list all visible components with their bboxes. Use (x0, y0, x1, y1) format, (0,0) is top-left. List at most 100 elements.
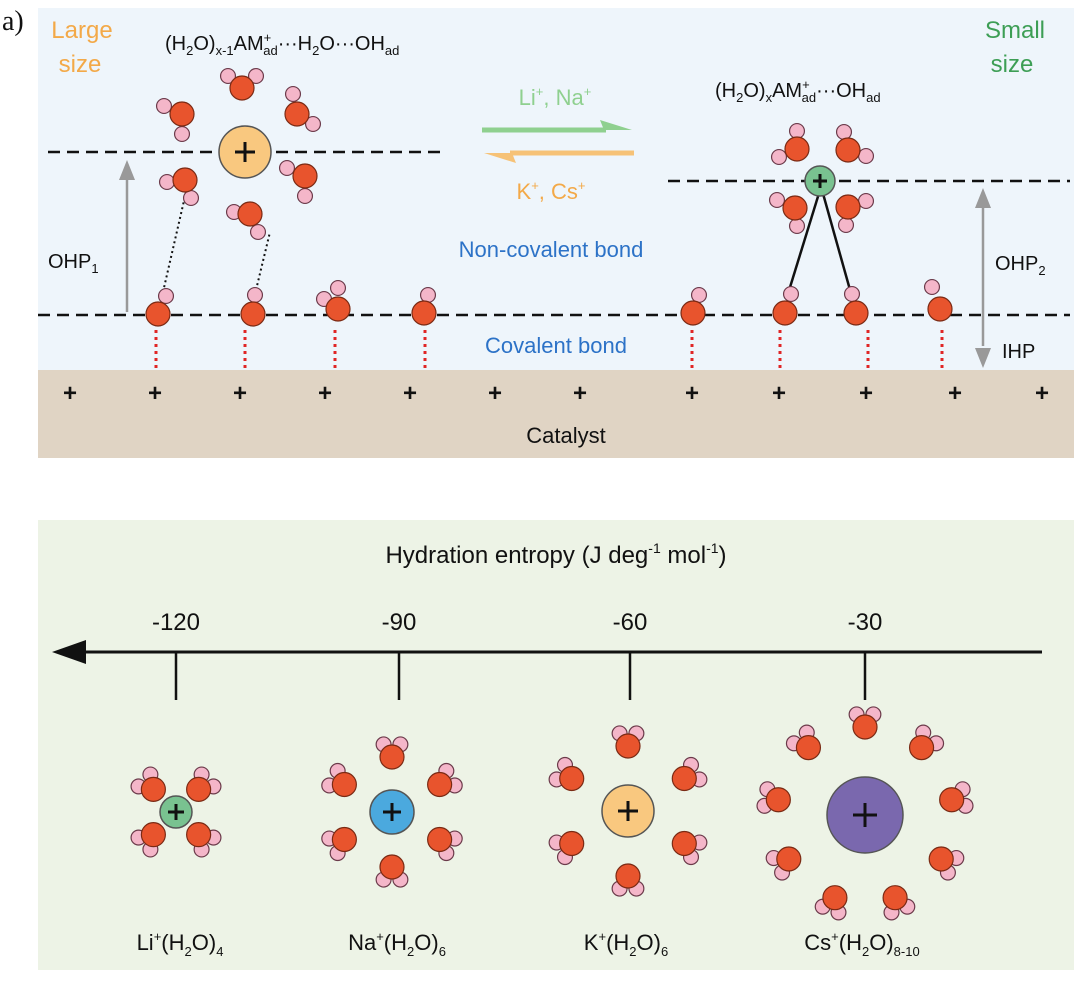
hydrogen-atom (690, 286, 708, 304)
large-size-label-2: size (59, 51, 102, 78)
adsorbed-oh (145, 287, 175, 327)
water-molecule (130, 822, 166, 858)
catalyst-charge: + (403, 380, 417, 407)
hydrated-ion-cluster (756, 706, 974, 921)
cation (369, 789, 415, 835)
panel-label: a) (2, 6, 24, 37)
water-molecule (186, 766, 222, 802)
ion-labels: Li+(H2O)4 Na+(H2O)6 K+(H2O)6 Cs+(H2O)8-10 (137, 929, 920, 959)
ohp2-label: OHP2 (995, 253, 1046, 278)
oxygen-atom (615, 863, 641, 889)
oxygen-atom (835, 137, 861, 163)
left-non-covalent-bond-1 (162, 191, 187, 293)
water-molecule (770, 122, 810, 166)
water-molecule (814, 885, 848, 921)
axis-tick-label: -30 (848, 609, 883, 636)
ion-label: K+(H2O)6 (584, 929, 668, 959)
oxygen-atom (379, 744, 405, 770)
oxygen-atom (237, 201, 263, 227)
hydrogen-atom (782, 285, 800, 303)
small-size-label-2: size (991, 51, 1034, 78)
water-molecule (671, 756, 708, 792)
hydrogen-atom (182, 189, 200, 207)
oxygen-atom (559, 765, 585, 792)
oxygen-atom (795, 734, 822, 761)
oxygen-atom (782, 195, 808, 221)
hydrogen-atom (770, 148, 788, 166)
catalyst-charge: + (233, 380, 247, 407)
hydrogen-atom (788, 122, 806, 140)
axis-tick-label: -60 (613, 609, 648, 636)
catalyst-label: Catalyst (526, 423, 605, 448)
small-cation (804, 165, 836, 197)
adsorbed-oh (240, 286, 266, 327)
water-molecule (186, 822, 222, 858)
top-panel-background (38, 8, 1074, 370)
hydrogen-atom (296, 187, 314, 205)
water-molecule (225, 201, 267, 241)
oxygen-atom (145, 301, 171, 327)
water-molecule (785, 724, 822, 761)
catalyst-charge: + (685, 380, 699, 407)
hydrated-ion-cluster (321, 736, 463, 888)
ohp1-arrow-head (119, 160, 135, 180)
water-molecule (130, 766, 166, 802)
oxygen-atom (680, 300, 706, 326)
backward-arrow-label: K+, Cs+ (517, 178, 586, 204)
water-molecule (671, 830, 708, 866)
oxygen-atom (325, 296, 351, 322)
hydrogen-atom (857, 192, 875, 210)
oxygen-atom (379, 854, 405, 880)
oxygen-atom (882, 885, 908, 911)
ion-clusters (130, 706, 974, 921)
oxygen-atom (776, 846, 802, 872)
right-non-covalent-bond-1 (785, 189, 822, 298)
oxygen-atom (772, 300, 798, 326)
water-molecule (158, 167, 200, 207)
oxygen-atom (292, 163, 318, 189)
hydrogen-atom (923, 278, 941, 296)
catalyst-charge: + (63, 380, 77, 407)
water-molecule (278, 159, 318, 205)
adsorbed-water (923, 278, 953, 322)
hydrogen-atom (857, 147, 875, 165)
water-molecule (375, 736, 409, 770)
water-molecule (611, 863, 645, 897)
hydrogen-atom (419, 286, 437, 304)
cation (826, 776, 904, 854)
hydrogen-atom (247, 67, 265, 85)
oxygen-atom (852, 714, 878, 740)
water-molecule (375, 854, 409, 888)
large-size-label: Large (51, 17, 112, 44)
oxygen-atom (928, 846, 954, 872)
water-molecule (548, 756, 585, 792)
ohp2-arrow-top-head (975, 188, 991, 208)
water-molecule (939, 781, 974, 814)
water-molecule (765, 846, 802, 881)
water-molecule (548, 830, 585, 866)
left-cluster-formula: (H2O)x-1AM+ ad···H2O···OHad (165, 30, 399, 58)
catalyst-layer (38, 370, 1074, 458)
ihp-arrow-bottom-head (975, 348, 991, 368)
non-covalent-bond-label: Non-covalent bond (459, 237, 644, 262)
water-molecule (908, 724, 945, 761)
catalyst-charge: + (148, 380, 162, 407)
water-molecule (427, 762, 463, 798)
catalyst-charge: + (948, 380, 962, 407)
water-molecule (882, 885, 916, 921)
oxygen-atom (671, 765, 697, 792)
water-molecule (768, 191, 808, 235)
water-molecule (848, 706, 882, 740)
right-non-covalent-bond-2 (820, 189, 854, 298)
hydrogen-atom (158, 173, 176, 191)
catalyst-charge: + (859, 380, 873, 407)
oxygen-atom (835, 194, 861, 220)
oxygen-atom (427, 771, 453, 798)
catalyst-charge: + (1035, 380, 1049, 407)
hydrogen-atom (173, 125, 191, 143)
water-molecule (284, 85, 322, 133)
axis-title: Hydration entropy (J deg-1 mol-1) (385, 540, 726, 569)
oxygen-atom (559, 830, 585, 857)
water-molecule (219, 67, 265, 101)
